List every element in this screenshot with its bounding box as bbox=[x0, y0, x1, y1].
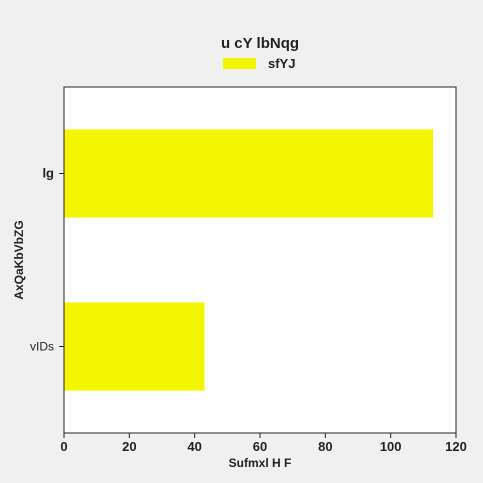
legend: sfYJ bbox=[223, 56, 295, 71]
bar-vIDs bbox=[64, 302, 205, 391]
x-axis-label: Sufmxl H F bbox=[229, 456, 292, 470]
x-tick-label: 20 bbox=[122, 439, 136, 454]
x-tick-label: 80 bbox=[318, 439, 332, 454]
bar-lg bbox=[64, 129, 434, 218]
legend-swatch bbox=[223, 58, 256, 69]
y-axis-label: AxQaKbVbZG bbox=[12, 220, 26, 299]
y-tick-label: vIDs bbox=[30, 340, 54, 354]
y-tick-label: lg bbox=[42, 166, 54, 181]
x-tick-label: 60 bbox=[253, 439, 267, 454]
legend-label: sfYJ bbox=[268, 56, 295, 71]
x-tick-label: 40 bbox=[187, 439, 201, 454]
x-axis-ticks: 0 20 40 60 80 100 120 bbox=[60, 433, 467, 454]
bars bbox=[64, 129, 434, 391]
y-axis-ticks: lg vIDs bbox=[30, 166, 64, 354]
chart-title: u cY lbNqg bbox=[221, 35, 299, 52]
x-tick-label: 120 bbox=[445, 439, 467, 454]
x-tick-label: 100 bbox=[380, 439, 402, 454]
x-tick-label: 0 bbox=[60, 439, 67, 454]
